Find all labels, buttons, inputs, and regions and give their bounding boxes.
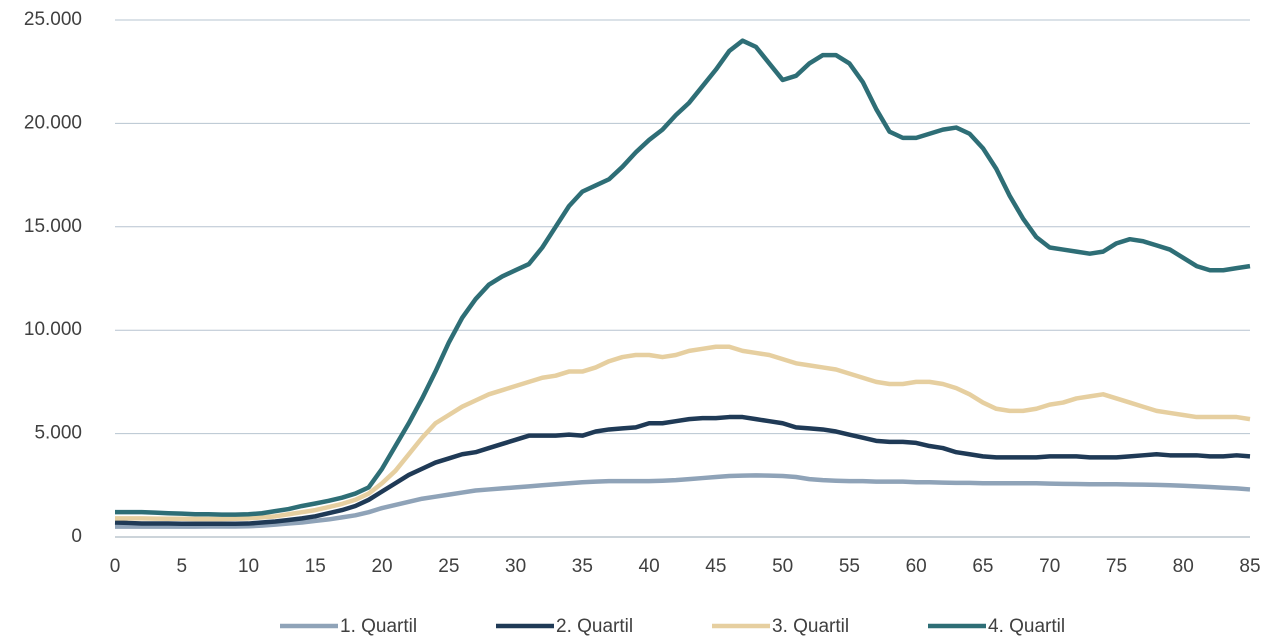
x-tick-label: 10 [238,556,259,577]
x-tick-label: 40 [639,556,660,577]
legend-label: 4. Quartil [988,616,1065,637]
series-line [115,344,1251,522]
y-tick-label: 20.000 [24,112,82,133]
x-tick-label: 0 [110,556,121,577]
y-tick-label: 0 [71,526,82,547]
y-tick-label: 25.000 [24,9,82,30]
legend-label: 3. Quartil [772,616,849,637]
series-line [115,38,1251,517]
y-tick-label: 10.000 [24,319,82,340]
x-tick-label: 85 [1239,556,1260,577]
x-tick-label: 25 [438,556,459,577]
y-tick-label: 5.000 [34,423,82,444]
x-tick-label: 5 [176,556,187,577]
x-tick-label: 45 [705,556,726,577]
legend-label: 2. Quartil [556,616,633,637]
x-tick-label: 55 [839,556,860,577]
x-tick-label: 80 [1173,556,1194,577]
x-tick-label: 65 [972,556,993,577]
series-line [114,414,1251,527]
series-line [115,473,1251,529]
legend-label: 1. Quartil [340,616,417,637]
x-tick-label: 30 [505,556,526,577]
x-tick-label: 15 [305,556,326,577]
x-tick-label: 70 [1039,556,1060,577]
x-tick-label: 35 [572,556,593,577]
x-tick-label: 50 [772,556,793,577]
x-tick-label: 20 [371,556,392,577]
y-tick-label: 15.000 [24,216,82,237]
x-tick-label: 60 [906,556,927,577]
x-tick-label: 75 [1106,556,1127,577]
